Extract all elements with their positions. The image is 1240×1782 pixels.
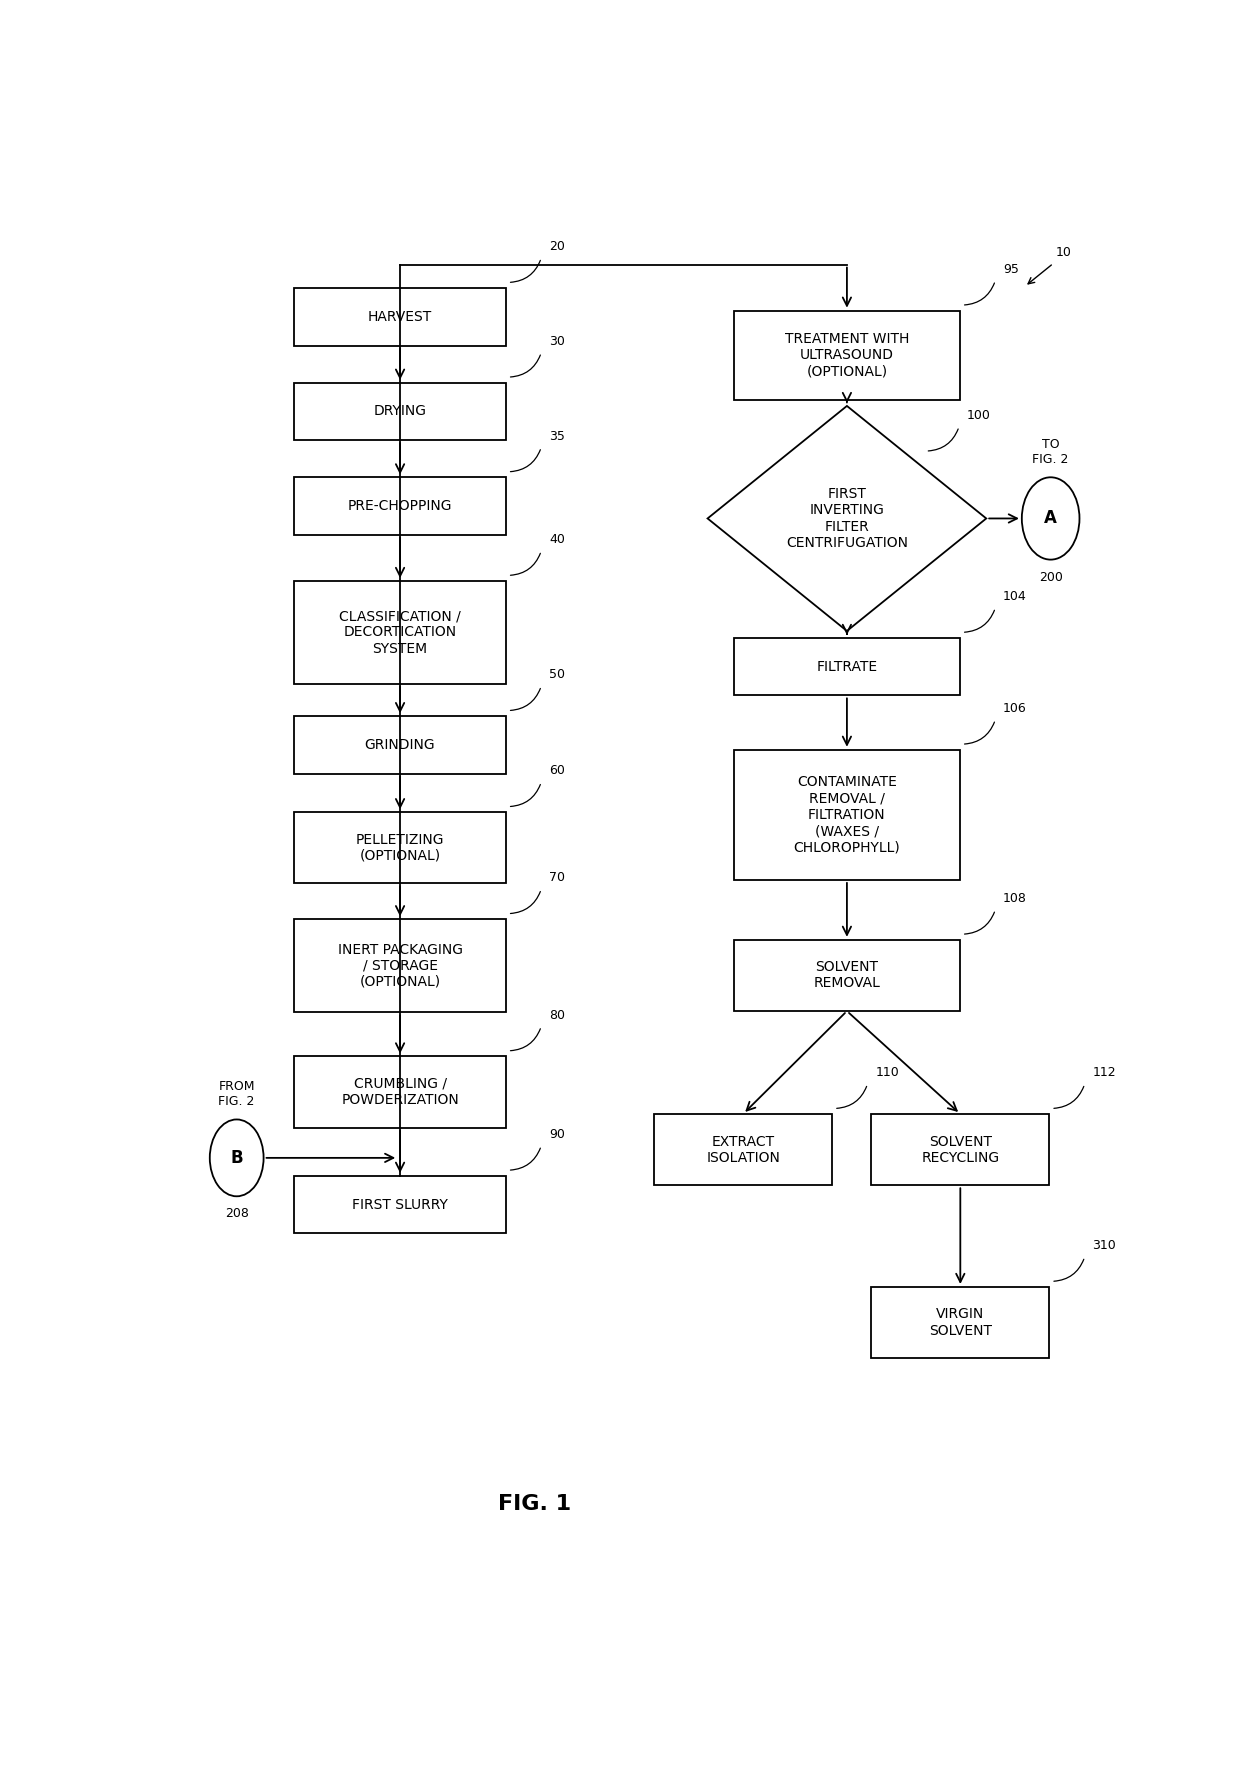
FancyBboxPatch shape <box>294 813 506 884</box>
Text: 60: 60 <box>549 764 565 777</box>
FancyBboxPatch shape <box>734 638 960 695</box>
FancyBboxPatch shape <box>294 289 506 346</box>
Text: FIRST SLURRY: FIRST SLURRY <box>352 1198 448 1212</box>
FancyBboxPatch shape <box>734 750 960 880</box>
Text: A: A <box>1044 510 1056 527</box>
FancyBboxPatch shape <box>294 383 506 440</box>
Text: 90: 90 <box>549 1128 565 1140</box>
Text: GRINDING: GRINDING <box>365 738 435 752</box>
Text: PRE-CHOPPING: PRE-CHOPPING <box>347 499 453 513</box>
FancyBboxPatch shape <box>294 478 506 535</box>
Text: 80: 80 <box>549 1009 565 1021</box>
Text: 200: 200 <box>1039 570 1063 583</box>
Text: PELLETIZING
(OPTIONAL): PELLETIZING (OPTIONAL) <box>356 832 444 862</box>
FancyBboxPatch shape <box>872 1114 1049 1185</box>
Text: 10: 10 <box>1055 246 1071 258</box>
Text: 40: 40 <box>549 533 565 547</box>
Text: 20: 20 <box>549 241 565 253</box>
Text: FROM
FIG. 2: FROM FIG. 2 <box>218 1080 255 1108</box>
FancyBboxPatch shape <box>294 1057 506 1128</box>
FancyBboxPatch shape <box>655 1114 832 1185</box>
Text: DRYING: DRYING <box>373 405 427 419</box>
Text: CONTAMINATE
REMOVAL /
FILTRATION
(WAXES /
CHLOROPHYLL): CONTAMINATE REMOVAL / FILTRATION (WAXES … <box>794 775 900 854</box>
Text: 30: 30 <box>549 335 565 347</box>
Text: 310: 310 <box>1092 1238 1116 1253</box>
Text: EXTRACT
ISOLATION: EXTRACT ISOLATION <box>707 1135 780 1165</box>
Circle shape <box>1022 478 1080 560</box>
Text: 100: 100 <box>967 408 991 422</box>
Text: 208: 208 <box>224 1206 249 1221</box>
Text: TREATMENT WITH
ULTRASOUND
(OPTIONAL): TREATMENT WITH ULTRASOUND (OPTIONAL) <box>785 331 909 378</box>
Polygon shape <box>708 406 986 631</box>
Text: CRUMBLING /
POWDERIZATION: CRUMBLING / POWDERIZATION <box>341 1076 459 1107</box>
Text: FIRST
INVERTING
FILTER
CENTRIFUGATION: FIRST INVERTING FILTER CENTRIFUGATION <box>786 486 908 551</box>
Circle shape <box>210 1119 264 1196</box>
Text: CLASSIFICATION /
DECORTICATION
SYSTEM: CLASSIFICATION / DECORTICATION SYSTEM <box>340 609 461 656</box>
FancyBboxPatch shape <box>872 1287 1049 1358</box>
Text: 70: 70 <box>549 871 565 884</box>
Text: 112: 112 <box>1092 1066 1116 1080</box>
Text: SOLVENT
RECYCLING: SOLVENT RECYCLING <box>921 1135 999 1165</box>
Text: FILTRATE: FILTRATE <box>816 659 878 674</box>
Text: VIRGIN
SOLVENT: VIRGIN SOLVENT <box>929 1308 992 1338</box>
Text: INERT PACKAGING
/ STORAGE
(OPTIONAL): INERT PACKAGING / STORAGE (OPTIONAL) <box>337 943 463 989</box>
FancyBboxPatch shape <box>294 716 506 773</box>
Text: 50: 50 <box>549 668 565 681</box>
FancyBboxPatch shape <box>734 939 960 1010</box>
Text: 104: 104 <box>1003 590 1027 602</box>
FancyBboxPatch shape <box>734 310 960 399</box>
Text: SOLVENT
REMOVAL: SOLVENT REMOVAL <box>813 960 880 991</box>
Text: HARVEST: HARVEST <box>368 310 433 324</box>
FancyBboxPatch shape <box>294 581 506 684</box>
Text: FIG. 1: FIG. 1 <box>498 1493 572 1513</box>
Text: 35: 35 <box>549 429 565 442</box>
Text: 108: 108 <box>1003 893 1027 905</box>
FancyBboxPatch shape <box>294 920 506 1012</box>
Text: B: B <box>231 1149 243 1167</box>
Text: 106: 106 <box>1003 702 1027 715</box>
Text: 110: 110 <box>875 1066 899 1080</box>
Text: 95: 95 <box>1003 264 1019 276</box>
Text: TO
FIG. 2: TO FIG. 2 <box>1033 438 1069 467</box>
FancyBboxPatch shape <box>294 1176 506 1233</box>
